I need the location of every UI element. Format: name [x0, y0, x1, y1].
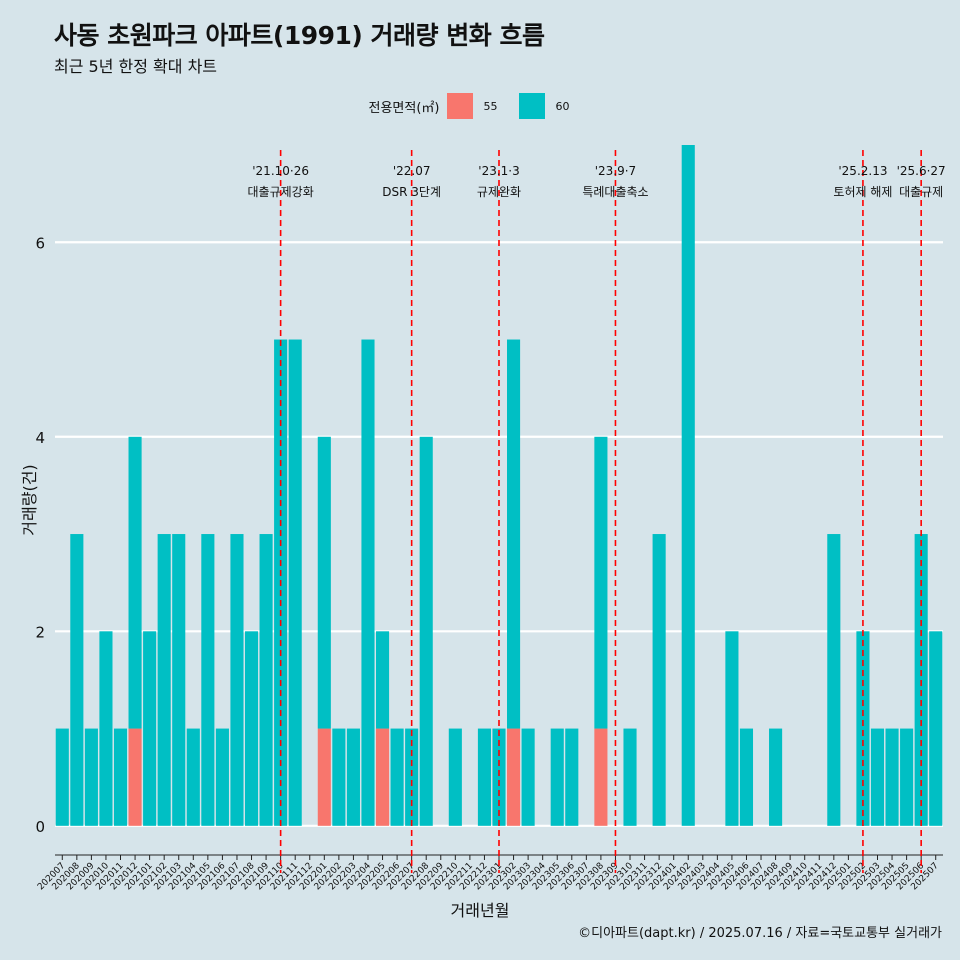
bar-60-202202 [332, 728, 346, 826]
bar-60-202012 [128, 436, 142, 729]
bar-60-202405 [725, 631, 739, 826]
bar-60-202207 [405, 728, 419, 826]
bar-60-202505 [900, 728, 914, 826]
legend: 전용면적(㎡) 55 60 [0, 93, 960, 119]
bar-60-202406 [739, 728, 754, 826]
bar-55-202205 [375, 728, 390, 826]
source-caption: ©디아파트(dapt.kr) / 2025.07.16 / 자료=국토교통부 실… [578, 926, 942, 941]
event-name-label: 대출규제강화 [248, 185, 314, 199]
bar-60-202506 [914, 534, 928, 826]
bar-60-202301 [492, 728, 506, 826]
y-tick-label: 2 [35, 623, 45, 641]
legend-swatch-55 [447, 93, 474, 119]
legend-label-60: 60 [555, 99, 570, 113]
legend-title: 전용면적(㎡) [368, 100, 440, 116]
bar-60-202208 [419, 436, 433, 826]
bar-60-202412 [827, 534, 841, 826]
bar-60-202203 [346, 728, 360, 826]
bar-60-202503 [870, 728, 885, 826]
y-tick-label: 0 [35, 818, 45, 836]
event-name-label: 대출규제 [899, 185, 943, 199]
bar-60-202008 [70, 534, 84, 826]
chart-title: 사동 초원파크 아파트(1991) 거래량 변화 흐름 [54, 21, 545, 50]
bar-60-202009 [84, 728, 98, 826]
bar-60-202312 [652, 534, 666, 826]
bar-60-202011 [113, 728, 128, 826]
bar-60-202106 [215, 728, 229, 826]
bar-60-202502 [856, 631, 870, 826]
bar-60-202303 [521, 728, 535, 826]
bar-60-202210 [448, 728, 462, 826]
y-tick-label: 4 [35, 429, 45, 447]
bar-60-202103 [172, 534, 186, 826]
bar-60-202302 [507, 339, 521, 729]
bar-60-202212 [477, 728, 491, 826]
legend-label-55: 55 [483, 99, 498, 113]
event-name-label: 토허제 해제 [833, 185, 892, 199]
bar-60-202310 [623, 728, 637, 826]
bar-60-202107 [230, 534, 244, 826]
y-tick-label: 6 [35, 234, 45, 252]
x-axis-title: 거래년월 [450, 901, 510, 920]
event-name-label: 특례대출축소 [582, 185, 648, 199]
y-axis-title: 거래량(건) [20, 464, 39, 536]
event-date-label: '25.2.13 [838, 164, 887, 178]
bar-60-202102 [157, 534, 171, 826]
bar-60-202201 [317, 436, 331, 729]
bar-55-202201 [317, 728, 331, 826]
bar-60-202007 [55, 728, 69, 826]
bar-60-202306 [565, 728, 579, 826]
event-date-label: '23.9·7 [595, 164, 636, 178]
bar-60-202010 [99, 631, 113, 826]
bar-60-202109 [259, 534, 273, 826]
bar-60-202104 [186, 728, 200, 826]
event-date-label: '23.1·3 [478, 164, 519, 178]
bar-60-202205 [375, 631, 390, 729]
bar-60-202305 [550, 728, 564, 826]
bar-55-202308 [594, 728, 608, 826]
bar-55-202012 [128, 728, 142, 826]
chart-subtitle: 최근 5년 한정 확대 차트 [54, 57, 218, 76]
event-name-label: DSR 3단계 [382, 185, 441, 199]
bar-60-202308 [594, 436, 608, 729]
bar-60-202504 [885, 728, 899, 826]
bar-60-202402 [681, 145, 695, 826]
event-name-label: 규제완화 [477, 185, 521, 199]
event-date-label: '22.07 [393, 164, 431, 178]
bar-60-202204 [361, 339, 375, 826]
bar-60-202105 [201, 534, 215, 826]
bar-60-202101 [143, 631, 157, 826]
bar-60-202206 [390, 728, 404, 826]
event-date-label: '21.10·26 [252, 164, 309, 178]
bar-60-202111 [288, 339, 302, 826]
event-date-label: '25.6·27 [897, 164, 946, 178]
legend-swatch-60 [519, 93, 546, 119]
bar-60-202507 [929, 631, 943, 826]
bar-60-202108 [244, 631, 259, 826]
bar-60-202408 [769, 728, 783, 826]
bar-55-202302 [507, 728, 521, 826]
